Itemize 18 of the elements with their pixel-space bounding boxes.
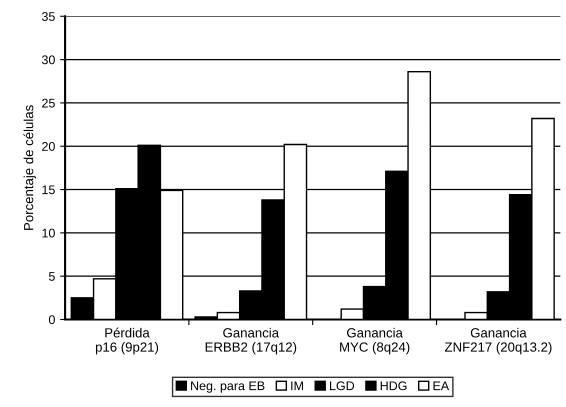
x-tick-label: Ganancia ERBB2 (17q12) xyxy=(206,328,296,354)
legend-label: EA xyxy=(433,382,450,390)
legend-label: IM xyxy=(291,382,303,390)
y-tick-label: 25 xyxy=(42,98,55,108)
legend-label: Neg. para EB xyxy=(191,382,264,393)
x-tick-label: Ganancia ZNF217 (20q13.2) xyxy=(444,328,552,354)
y-tick-label: 0 xyxy=(48,315,55,324)
x-tick-label: Ganancia MYC (8q24) xyxy=(340,328,410,354)
y-tick-label: 10 xyxy=(42,228,55,238)
y-tick-label: 15 xyxy=(42,185,55,194)
y-axis-title: Porcentaje de células xyxy=(23,105,36,230)
y-tick-label: 30 xyxy=(42,55,55,64)
legend-label: HDG xyxy=(380,381,407,390)
x-tick-label: Pérdida p16 (9p21) xyxy=(96,328,158,354)
legend-label: LGD xyxy=(330,381,354,390)
y-tick-label: 20 xyxy=(42,142,55,151)
y-tick-label: 5 xyxy=(48,272,55,281)
y-tick-label: 35 xyxy=(42,12,55,21)
